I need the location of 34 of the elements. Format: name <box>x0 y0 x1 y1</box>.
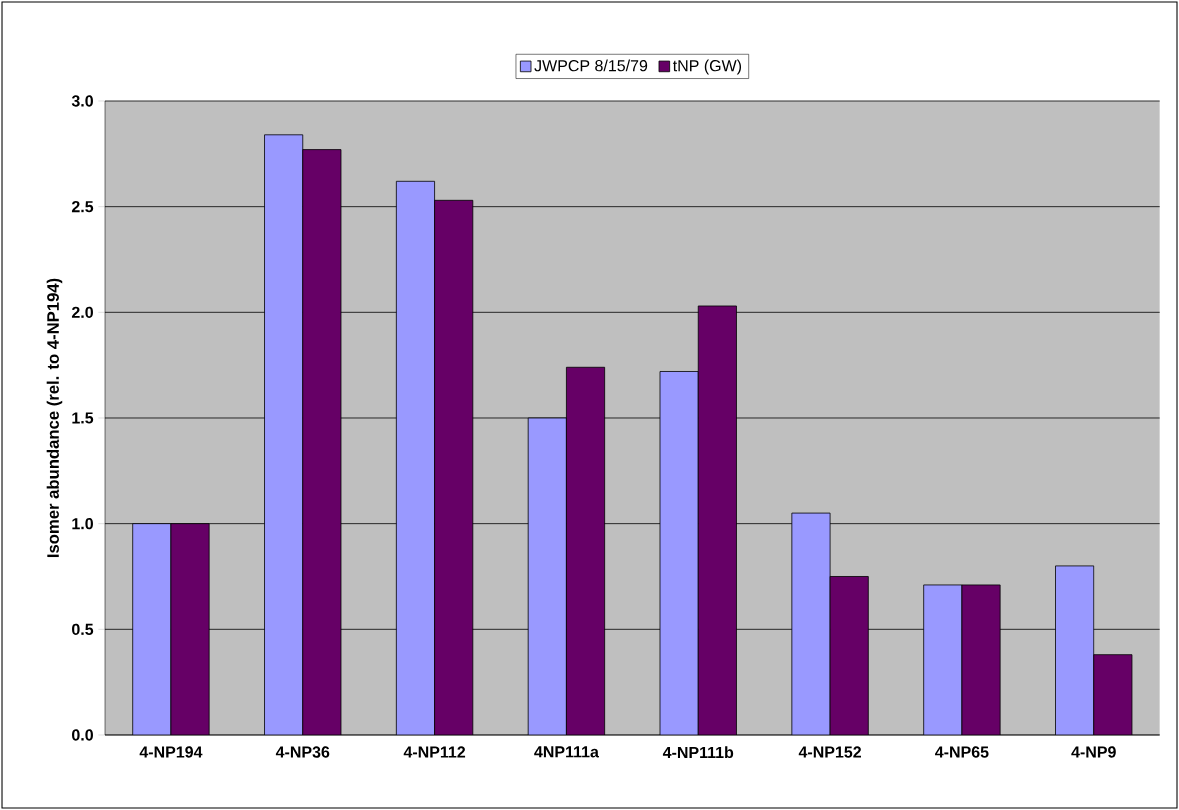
y-tick-label: 2.5 <box>71 201 94 213</box>
bar <box>395 180 435 735</box>
x-tick-label: 4-NP65 <box>935 746 989 758</box>
bar <box>1055 565 1095 735</box>
x-tick-label: 4-NP36 <box>275 746 330 758</box>
bar <box>961 584 1001 735</box>
bar <box>527 417 567 735</box>
x-tick-label: 4NP111a <box>534 746 599 758</box>
legend-label: tNP (GW) <box>672 59 742 75</box>
x-tick-label: 4-NP9 <box>1071 746 1116 758</box>
bar <box>132 523 172 735</box>
bar <box>923 584 963 735</box>
bar <box>264 134 304 735</box>
bar <box>566 366 606 735</box>
x-tick-label: 4-NP152 <box>798 746 861 758</box>
y-tick-label: 0.0 <box>72 729 93 741</box>
bar <box>659 371 699 735</box>
bar <box>791 512 831 735</box>
bar <box>302 149 342 735</box>
y-tick-label: 1.5 <box>72 412 94 424</box>
y-tick-label: 2.0 <box>71 306 93 318</box>
bar <box>829 576 869 735</box>
bar <box>697 305 737 735</box>
bar <box>170 523 210 735</box>
y-tick-label: 0.5 <box>72 623 94 635</box>
y-axis-title: Isomer abundance (rel. to 4-NP194) <box>46 278 63 558</box>
x-tick-label: 4-NP194 <box>139 746 203 758</box>
bar <box>1093 654 1133 735</box>
bar <box>434 199 474 735</box>
x-tick-label: 4-NP111b <box>662 746 734 759</box>
y-tick-label: 1.0 <box>72 518 93 530</box>
y-tick-label: 3.0 <box>71 95 93 107</box>
legend-label: JWPCP 8/15/79 <box>534 59 648 72</box>
x-tick-label: 4-NP112 <box>403 746 466 758</box>
